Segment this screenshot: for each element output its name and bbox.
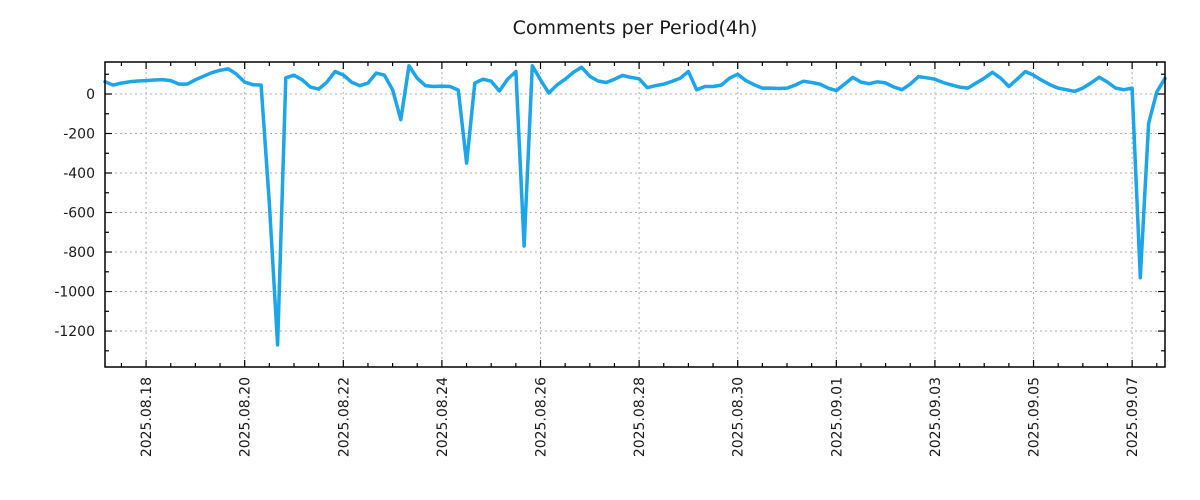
x-tick-label: 2025.08.28 — [632, 377, 648, 457]
y-tick-label: -1000 — [54, 285, 95, 301]
chart-title: Comments per Period(4h) — [512, 17, 758, 39]
x-tick-label: 2025.08.18 — [139, 377, 155, 457]
y-tick-label: 0 — [86, 87, 95, 103]
x-tick-label: 2025.09.01 — [829, 377, 845, 457]
axis-frame — [104, 61, 1166, 368]
x-tick-label: 2025.08.26 — [534, 377, 550, 457]
x-tick-label: 2025.08.30 — [731, 377, 747, 457]
y-tick-label: -800 — [63, 245, 95, 261]
y-tick-label: -1200 — [54, 324, 95, 340]
x-tick-label: 2025.09.07 — [1125, 377, 1141, 457]
x-tick-label: 2025.09.05 — [1027, 377, 1043, 457]
x-tick-label: 2025.08.24 — [435, 377, 451, 457]
x-tick-label: 2025.08.22 — [336, 377, 352, 457]
x-tick-label: 2025.09.03 — [928, 377, 944, 457]
y-tick-label: -600 — [63, 206, 95, 222]
y-tick-label: -200 — [63, 127, 95, 143]
series-line — [103, 64, 1167, 347]
x-tick-label: 2025.08.20 — [238, 377, 254, 457]
y-tick-label: -400 — [63, 166, 95, 182]
